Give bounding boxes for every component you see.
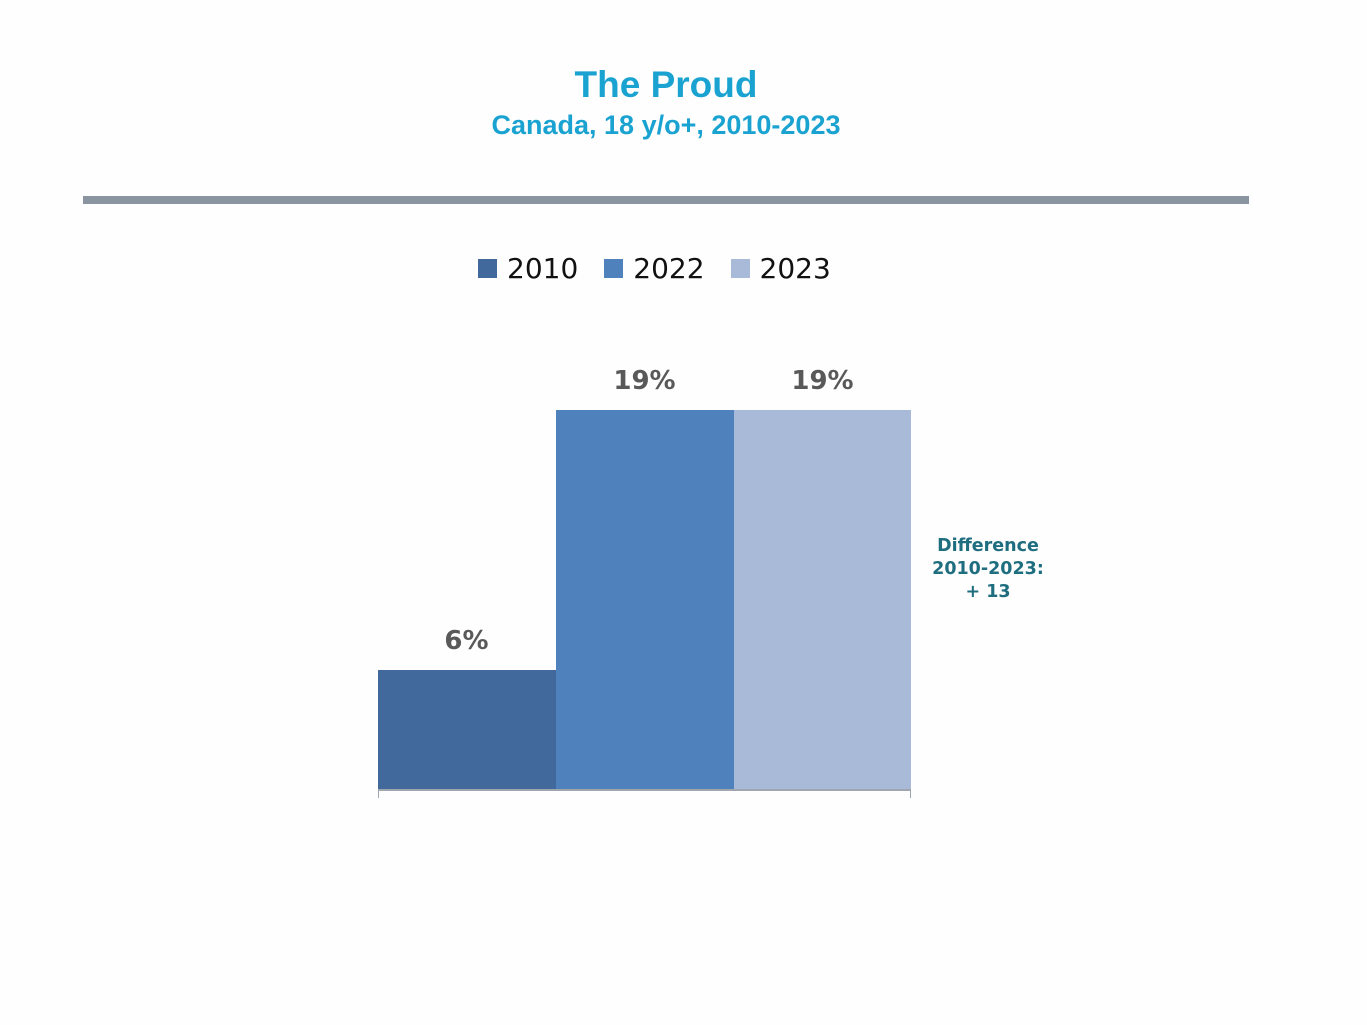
bar-2023: [734, 410, 911, 790]
annotation-line: 2010-2023:: [932, 559, 1044, 579]
bar-value-label-2022: 19%: [613, 366, 676, 396]
legend-label: 2010: [507, 251, 579, 285]
legend-item-2022: 2022: [604, 251, 705, 285]
bar-2010: [378, 670, 556, 790]
legend-label: 2023: [759, 251, 831, 285]
bar-value-label-2010: 6%: [444, 626, 489, 656]
legend-swatch-2023: [730, 258, 750, 278]
bar-value-label-2023: 19%: [791, 366, 854, 396]
chart-legend: 2010 2022 2023: [478, 248, 857, 288]
legend-swatch-2010: [478, 258, 497, 278]
header-divider: [83, 196, 1249, 204]
legend-swatch-2022: [604, 258, 624, 278]
chart-title: The Proud: [574, 64, 758, 105]
x-axis-tick: [910, 789, 911, 798]
legend-item-2010: 2010: [478, 252, 578, 285]
x-axis-line: [378, 789, 911, 791]
difference-annotation: Difference 2010-2023: + 13: [918, 535, 1058, 604]
legend-item-2023: 2023: [730, 251, 831, 285]
annotation-value: + 13: [965, 582, 1011, 602]
annotation-line: Difference: [937, 536, 1039, 556]
bar-2022: [556, 410, 734, 790]
x-axis-tick: [378, 789, 379, 798]
chart-subtitle: Canada, 18 y/o+, 2010-2023: [491, 110, 841, 140]
legend-label: 2022: [633, 251, 705, 285]
